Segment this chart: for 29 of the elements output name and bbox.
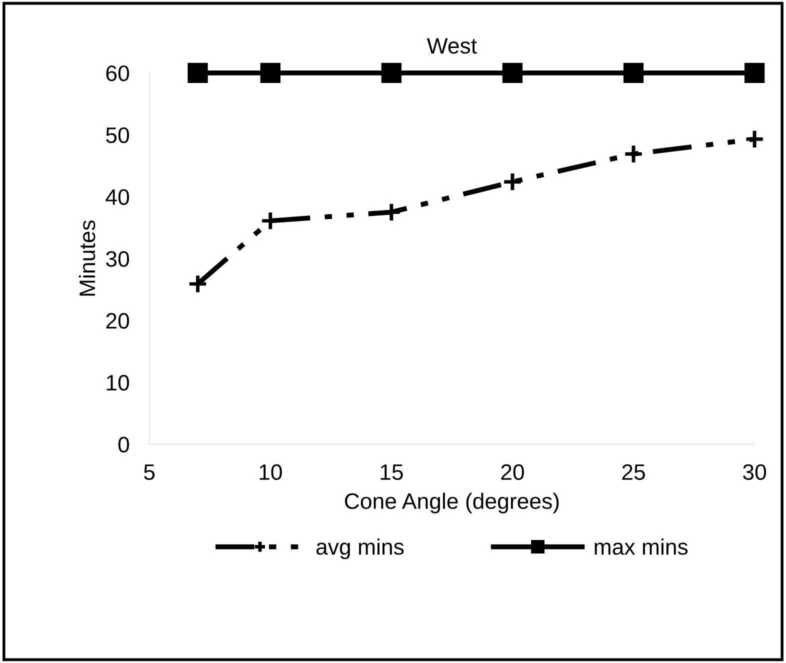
y-tick-label: 30 <box>106 251 130 267</box>
legend-label: max mins <box>594 538 688 555</box>
point <box>623 62 644 83</box>
point <box>744 62 765 83</box>
point <box>623 144 644 164</box>
point <box>188 274 208 294</box>
x-tick-label: 30 <box>743 464 766 480</box>
x-tick-label: 15 <box>380 464 403 480</box>
x-axis-title: Cone Angle (degrees) <box>344 492 559 514</box>
x-tick-label: 25 <box>622 464 645 480</box>
y-tick-label: 10 <box>106 374 130 391</box>
point <box>502 62 523 83</box>
y-tick-label: 50 <box>106 127 130 144</box>
point <box>381 202 402 222</box>
x-tick-label: 10 <box>260 464 282 480</box>
point <box>744 129 765 150</box>
legend-label: avg mins <box>316 538 404 560</box>
y-tick-label: 0 <box>118 436 130 452</box>
point <box>381 62 402 83</box>
point <box>260 62 280 83</box>
point <box>502 172 523 192</box>
y-tick-label: 20 <box>106 312 130 329</box>
point <box>188 62 208 83</box>
y-tick-label: 60 <box>106 65 130 82</box>
chart-title: West <box>426 38 477 54</box>
y-tick-label: 40 <box>106 189 130 205</box>
x-tick-label: 5 <box>144 464 155 480</box>
y-axis-title: Minutes <box>78 220 96 296</box>
x-tick-label: 20 <box>501 464 524 480</box>
